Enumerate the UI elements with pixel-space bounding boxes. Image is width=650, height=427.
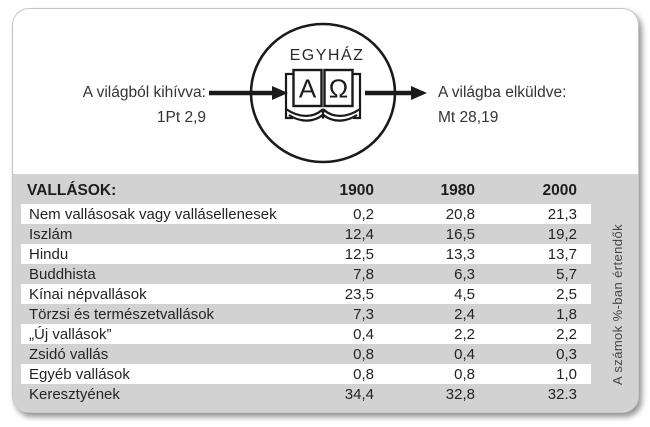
omega-letter: Ω <box>329 74 348 104</box>
column-header-2000: 2000 <box>542 182 577 199</box>
religion-label: Egyéb vallások <box>29 365 130 383</box>
value-1900: 34,4 <box>344 385 374 403</box>
incoming-arrow-icon <box>209 86 288 100</box>
religion-label: „Új vallások” <box>29 325 112 343</box>
value-1900: 0,4 <box>353 325 374 343</box>
column-header-1980: 1980 <box>440 182 475 199</box>
sent-out-verse: Mt 28,19 <box>438 109 499 126</box>
religion-label: Iszlám <box>29 225 73 243</box>
value-1900: 7,3 <box>353 305 374 323</box>
table-row: Nem vallásosak vagy vallásellenesek 0,2 … <box>21 204 591 224</box>
church-circle-label: EGYHÁZ <box>289 47 365 64</box>
outgoing-arrow-icon <box>365 86 427 100</box>
table-body: Nem vallásosak vagy vallásellenesek 0,2 … <box>13 204 638 404</box>
called-out-text: A világból kihívva: <box>82 84 206 101</box>
value-1900: 7,8 <box>353 265 374 283</box>
value-1980: 16,5 <box>445 225 475 243</box>
value-1900: 23,5 <box>344 285 374 303</box>
value-2000: 0,3 <box>556 345 577 363</box>
value-2000: 2,2 <box>556 325 577 343</box>
sent-out-label: A világba elküldve: Mt 28,19 <box>438 80 566 130</box>
religion-label: Nem vallásosak vagy vallásellenesek <box>29 205 277 223</box>
column-header-1900: 1900 <box>339 182 374 199</box>
value-2000: 21,3 <box>547 205 577 223</box>
percent-note-text: A számok %-ban értendők <box>609 223 625 385</box>
value-1900: 12,5 <box>344 245 374 263</box>
diagram-shapes: Α Ω <box>209 22 427 164</box>
religion-label: Hindu <box>29 245 69 263</box>
table-row: Kínai népvallások 23,5 4,5 2,5 <box>21 284 591 304</box>
value-1980: 0,8 <box>454 365 475 383</box>
value-1900: 12,4 <box>344 225 374 243</box>
called-out-verse: 1Pt 2,9 <box>156 109 206 126</box>
religion-label: Törzsi és természetvallások <box>29 305 215 323</box>
religion-label: Kínai népvallások <box>29 285 147 303</box>
value-2000: 1,8 <box>556 305 577 323</box>
value-2000: 2,5 <box>556 285 577 303</box>
open-bible-icon: Α Ω <box>284 68 362 122</box>
value-1900: 0,8 <box>353 345 374 363</box>
called-out-label: A világból kihívva: 1Pt 2,9 <box>13 80 206 130</box>
table-row: Törzsi és természetvallások 7,3 2,4 1,8 <box>21 304 591 324</box>
value-1980: 13,3 <box>445 245 475 263</box>
table-row: Iszlám 12,4 16,5 19,2 <box>21 224 591 244</box>
table-row: Egyéb vallások 0,8 0,8 1,0 <box>21 364 591 384</box>
value-2000: 19,2 <box>547 225 577 243</box>
value-1980: 2,4 <box>454 305 475 323</box>
value-1980: 0,4 <box>454 345 475 363</box>
table-row: Zsidó vallás 0,8 0,4 0,3 <box>21 344 591 364</box>
table-title: VALLÁSOK: <box>27 182 117 199</box>
value-2000: 1,0 <box>556 365 577 383</box>
table-header-row: VALLÁSOK: 1900 1980 2000 <box>13 174 638 204</box>
value-1980: 6,3 <box>454 265 475 283</box>
value-2000: 5,7 <box>556 265 577 283</box>
table-row: „Új vallások” 0,4 2,2 2,2 <box>21 324 591 344</box>
religions-table: VALLÁSOK: 1900 1980 2000 Nem vallásosak … <box>13 174 638 412</box>
value-1900: 0,8 <box>353 365 374 383</box>
value-1980: 4,5 <box>454 285 475 303</box>
alpha-letter: Α <box>299 74 317 104</box>
religion-label: Zsidó vallás <box>29 345 109 363</box>
table-row: Keresztyének 34,4 32,8 32.3 <box>21 384 591 404</box>
infographic-card: Α Ω EGYHÁZ A világból kihívva: 1Pt 2,9 A… <box>12 8 639 413</box>
value-1980: 2,2 <box>454 325 475 343</box>
table-row: Buddhista 7,8 6,3 5,7 <box>21 264 591 284</box>
table-row: Hindu 12,5 13,3 13,7 <box>21 244 591 264</box>
value-1980: 32,8 <box>445 385 475 403</box>
religion-label: Buddhista <box>29 265 96 283</box>
value-1900: 0,2 <box>353 205 374 223</box>
church-diagram: Α Ω EGYHÁZ A világból kihívva: 1Pt 2,9 A… <box>13 9 638 174</box>
percent-note: A számok %-ban értendők <box>602 204 632 404</box>
value-2000: 32.3 <box>547 385 577 403</box>
value-1980: 20,8 <box>445 205 475 223</box>
religion-label: Keresztyének <box>29 385 120 403</box>
value-2000: 13,7 <box>547 245 577 263</box>
sent-out-text: A világba elküldve: <box>438 84 567 101</box>
